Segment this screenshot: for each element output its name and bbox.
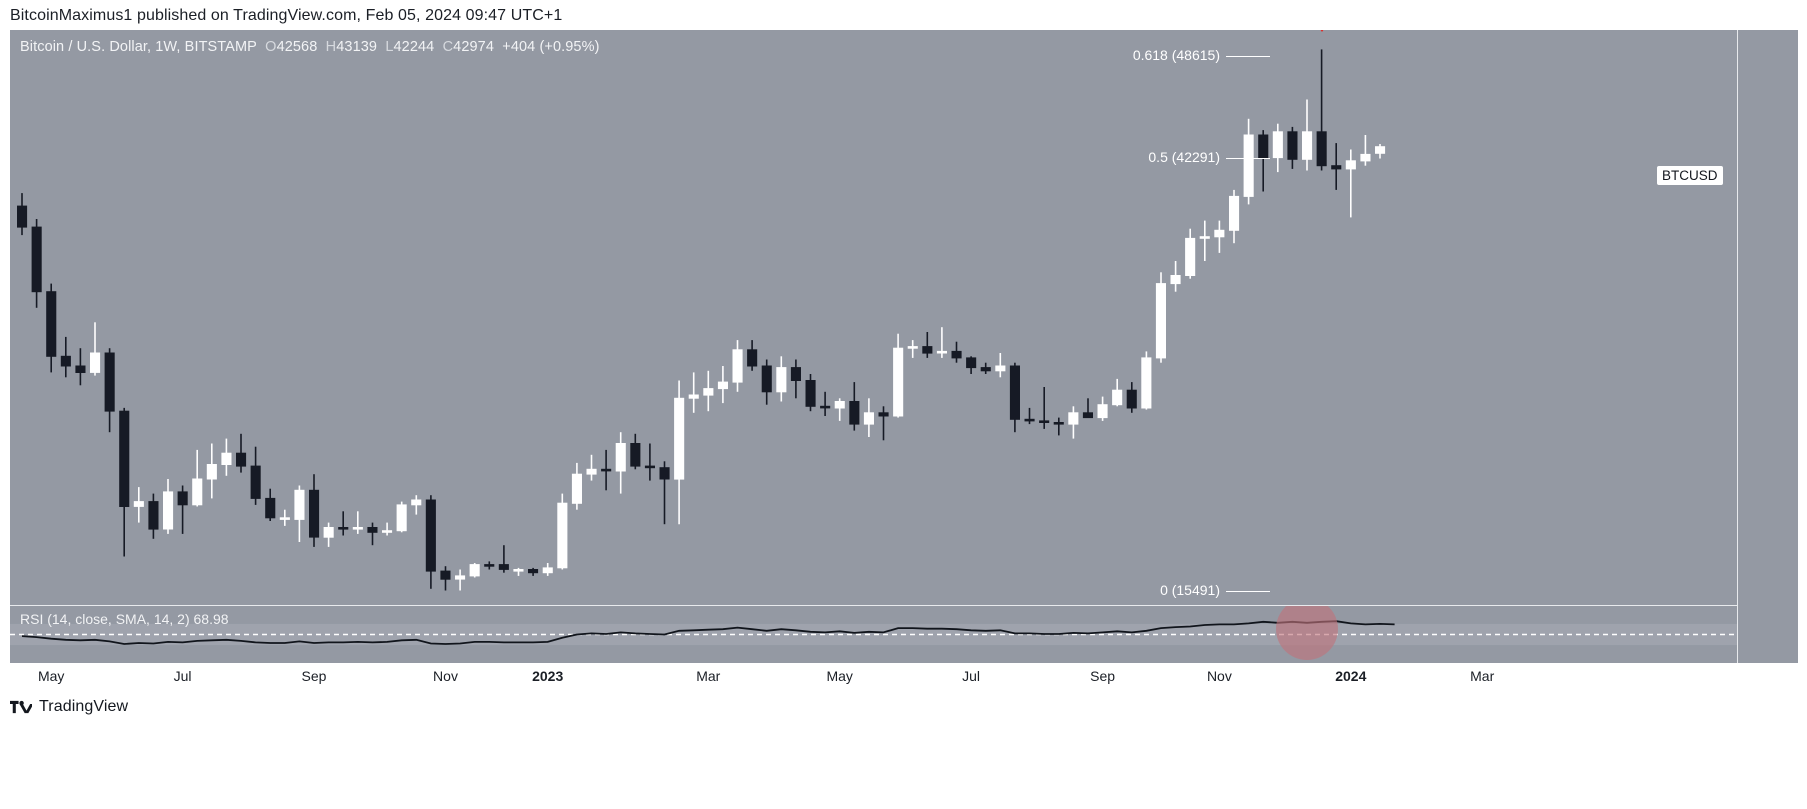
- down-triangle-marker-icon: [1312, 30, 1331, 33]
- time-tick: May: [826, 668, 853, 684]
- legend-high-label: H: [325, 39, 337, 55]
- fib-line-0: [1226, 590, 1270, 593]
- time-tick: Sep: [1090, 668, 1116, 684]
- footer: TradingView: [10, 698, 128, 716]
- fib-label-05: 0.5 (42291): [1148, 148, 1220, 165]
- time-tick: May: [37, 668, 65, 684]
- legend-low-label: L: [385, 39, 394, 55]
- time-tick: 2023: [532, 668, 564, 684]
- legend-change: +404 (+0.95%): [502, 39, 600, 55]
- publisher-line: BitcoinMaximus1 published on TradingView…: [10, 7, 563, 24]
- rsi-legend: RSI (14, close, SMA, 14, 2) 68.98: [20, 611, 229, 627]
- footer-brand: TradingView: [39, 698, 129, 715]
- fib-line-05: [1226, 157, 1270, 160]
- time-tick: Nov: [433, 668, 458, 684]
- time-tick: Sep: [301, 668, 327, 684]
- time-tick: Nov: [1206, 668, 1232, 684]
- legend-close-label: C: [442, 39, 454, 55]
- time-tick: Mar: [1470, 668, 1495, 684]
- legend-high-value: 43139: [336, 39, 378, 55]
- legend-open-label: O: [265, 39, 277, 55]
- time-tick: Jul: [962, 668, 981, 684]
- legend-open-value: 42568: [276, 39, 318, 55]
- fib-label-0: 0 (15491): [1160, 581, 1220, 598]
- tradingview-logo-icon: [10, 699, 32, 715]
- time-tick: 2024: [1335, 668, 1367, 684]
- fib-label-0618: 0.618 (48615): [1132, 46, 1220, 63]
- rsi-highlight-circle: [1275, 606, 1338, 660]
- fib-line-0618: [1226, 55, 1270, 58]
- legend-close-value: 42974: [453, 39, 494, 55]
- price-pane[interactable]: Bitcoin / U.S. Dollar, 1W, BITSTAMP O425…: [10, 30, 1737, 606]
- time-tick: Mar: [696, 668, 721, 684]
- symbol-price-label: BTCUSD: [1657, 165, 1723, 185]
- legend-low-value: 42244: [393, 39, 435, 55]
- price-axis[interactable]: USD 480003900035000310002700024000210001…: [1737, 30, 1798, 663]
- rsi-series: [10, 620, 1737, 646]
- chart-legend: Bitcoin / U.S. Dollar, 1W, BITSTAMP O425…: [20, 39, 600, 55]
- time-tick: Jul: [173, 668, 192, 684]
- time-axis[interactable]: May Jul Sep Nov 2023 Mar May Jul Sep Nov 2024 Mar: [10, 663, 1797, 693]
- chart-container[interactable]: Bitcoin / U.S. Dollar, 1W, BITSTAMP O425…: [10, 30, 1798, 663]
- candlestick-series: [17, 49, 1386, 591]
- rsi-pane[interactable]: RSI (14, close, SMA, 14, 2) 68.98: [10, 606, 1737, 663]
- legend-symbol: Bitcoin / U.S. Dollar, 1W, BITSTAMP: [20, 39, 257, 55]
